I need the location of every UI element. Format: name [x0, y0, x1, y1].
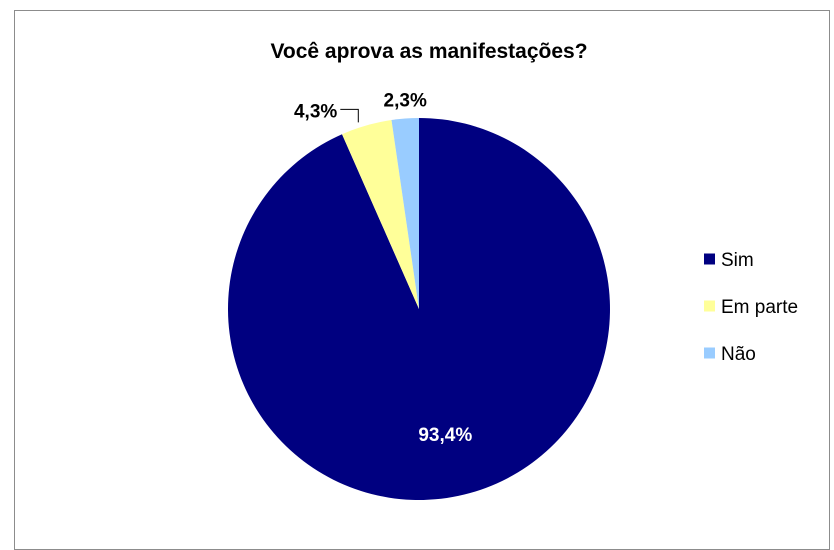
- pie-slice-nao: [391, 117, 419, 309]
- data-label-nao: 2,3%: [384, 91, 427, 112]
- data-labels: 93,4% 4,3% 2,3%: [294, 91, 472, 447]
- legend-item-sim: Sim: [704, 250, 754, 271]
- legend-swatch-nao: [704, 347, 715, 359]
- legend-swatch-em-parte: [704, 300, 715, 312]
- legend-label-sim: Sim: [721, 250, 754, 271]
- legend-item-nao: Não: [704, 344, 756, 365]
- leader-line-em-parte: [340, 108, 359, 123]
- data-label-em-parte: 4,3%: [294, 101, 337, 122]
- pie-slice-sim: [227, 118, 610, 501]
- legend-label-nao: Não: [721, 344, 756, 365]
- legend-item-em-parte: Em parte: [704, 297, 798, 318]
- legend-swatch-sim: [704, 253, 715, 265]
- legend: Sim Em parte Não: [704, 250, 798, 365]
- pie-slices: [227, 117, 610, 501]
- data-label-sim: 93,4%: [418, 425, 472, 446]
- pie-slice-em-parte: [342, 119, 419, 310]
- legend-label-em-parte: Em parte: [721, 297, 798, 318]
- chart-title: Você aprova as manifestações?: [270, 40, 587, 63]
